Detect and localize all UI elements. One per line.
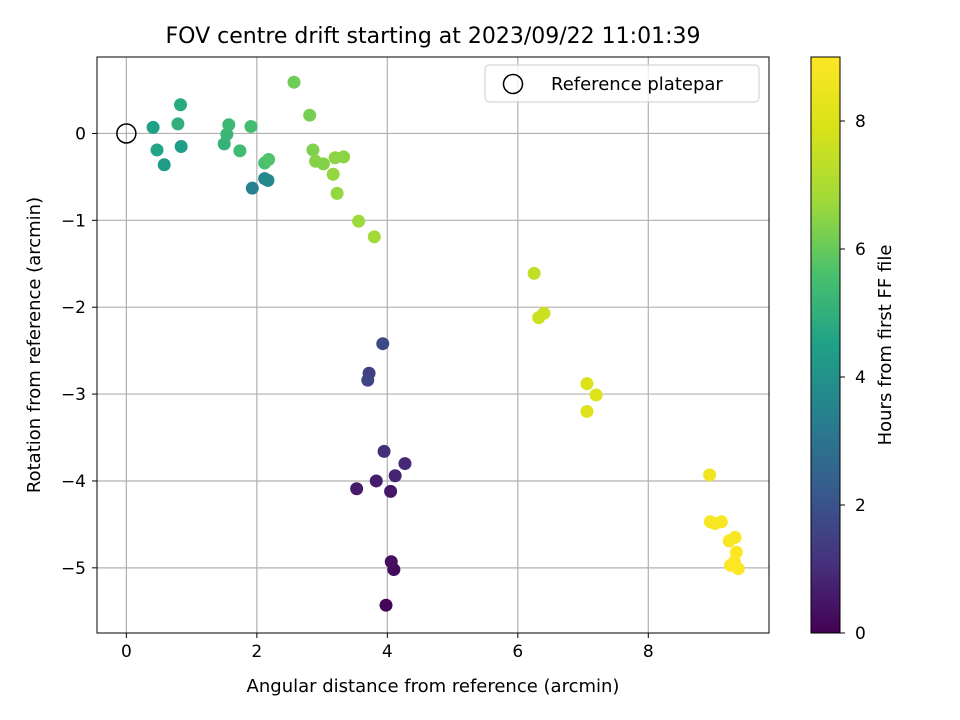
- y-tick-label: −1: [61, 211, 86, 231]
- data-point: [330, 186, 344, 200]
- data-point: [174, 139, 188, 153]
- colorbar-tick-label: 6: [855, 240, 866, 260]
- colorbar-label: Hours from first FF file: [875, 245, 896, 446]
- y-tick-label: −5: [61, 559, 86, 579]
- data-point: [326, 167, 340, 181]
- data-point: [306, 143, 320, 157]
- data-point: [731, 562, 745, 576]
- data-point: [350, 482, 364, 496]
- legend: Reference platepar: [484, 64, 760, 103]
- data-point: [244, 120, 258, 134]
- data-point: [384, 555, 398, 569]
- chart-title: FOV centre drift starting at 2023/09/22 …: [166, 24, 701, 49]
- legend-box: [484, 64, 760, 103]
- x-tick-label: 2: [251, 642, 262, 662]
- y-axis-ticks: 0 −1 −2 −3 −4 −5: [61, 124, 97, 579]
- legend-entry-reference: Reference platepar: [551, 74, 723, 95]
- data-point: [361, 373, 375, 387]
- data-point: [532, 311, 546, 325]
- data-point: [150, 143, 164, 157]
- colorbar: [810, 56, 841, 634]
- data-point: [580, 377, 594, 391]
- data-point: [337, 150, 351, 164]
- data-point: [303, 108, 317, 122]
- data-point: [527, 266, 541, 280]
- colorbar-tick-label: 0: [855, 624, 866, 644]
- colorbar-tick-label: 4: [855, 368, 866, 388]
- data-point: [157, 158, 171, 172]
- y-tick-label: −3: [61, 385, 86, 405]
- y-tick-label: −4: [61, 472, 86, 492]
- reference-marker-group: [116, 123, 137, 144]
- legend-reference-marker: [502, 73, 524, 95]
- reference-platepar-marker: [116, 123, 137, 144]
- colorbar-tick-label: 8: [855, 112, 866, 132]
- data-point: [384, 484, 398, 498]
- y-tick-label: −2: [61, 298, 86, 318]
- plot-frame: [96, 56, 770, 634]
- scatter-points: [146, 75, 745, 612]
- data-point: [379, 598, 393, 612]
- data-point: [376, 337, 390, 351]
- data-point: [352, 214, 366, 228]
- data-point: [287, 75, 301, 89]
- data-point: [377, 444, 391, 458]
- data-point: [580, 404, 594, 418]
- data-point: [728, 530, 742, 544]
- colorbar-ticks: 0 2 4 6 8: [840, 112, 866, 644]
- data-point: [703, 468, 717, 482]
- x-axis-ticks: 0 2 4 6 8: [121, 633, 654, 662]
- y-axis-label: Rotation from reference (arcmin): [24, 197, 45, 493]
- data-point: [367, 230, 381, 244]
- data-point: [174, 98, 188, 112]
- data-point: [714, 515, 728, 529]
- x-tick-label: 4: [382, 642, 393, 662]
- colorbar-tick-label: 2: [855, 496, 866, 516]
- data-point: [171, 117, 185, 131]
- data-point: [233, 144, 247, 158]
- y-tick-label: 0: [75, 124, 86, 144]
- x-tick-label: 6: [512, 642, 523, 662]
- data-point: [262, 153, 276, 167]
- x-axis-label: Angular distance from reference (arcmin): [247, 676, 620, 697]
- data-point: [369, 474, 383, 488]
- data-point: [222, 118, 236, 132]
- data-point: [146, 120, 160, 134]
- data-point: [261, 173, 275, 187]
- x-tick-label: 8: [643, 642, 654, 662]
- data-point: [316, 157, 330, 171]
- data-point: [388, 469, 402, 483]
- data-point: [245, 181, 259, 195]
- data-point: [589, 388, 603, 402]
- x-tick-label: 0: [121, 642, 132, 662]
- data-point: [398, 457, 412, 471]
